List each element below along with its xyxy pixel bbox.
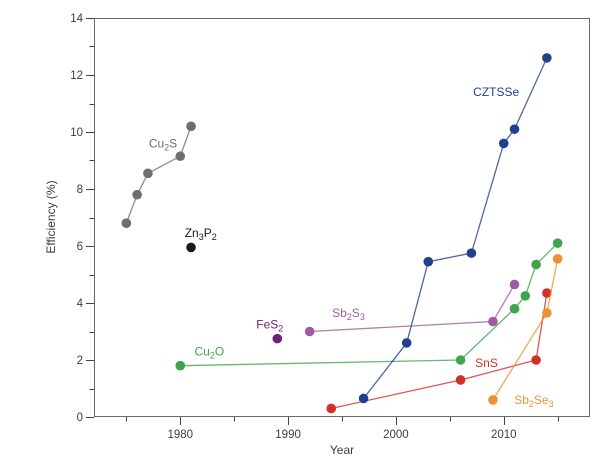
- data-point: [509, 303, 520, 314]
- x-tick-label: 2000: [383, 429, 409, 441]
- data-point: [509, 279, 520, 290]
- series-line: [180, 242, 559, 367]
- data-point: [423, 256, 434, 267]
- data-point: [542, 288, 552, 298]
- data-point: [186, 121, 196, 132]
- x-tick-label: 1990: [275, 429, 301, 441]
- series-label-cu2o: Cu2O: [195, 344, 225, 360]
- y-tick-label: 6: [77, 241, 83, 253]
- data-point: [326, 403, 337, 414]
- data-point: [455, 355, 466, 365]
- y-tick-label: 4: [77, 298, 84, 310]
- y-tick-label: 2: [77, 355, 83, 367]
- data-point: [121, 218, 132, 228]
- series-label-cu2s: Cu2S: [149, 136, 177, 152]
- series-label-sb2se3: Sb2Se3: [514, 393, 553, 409]
- y-tick-label: 0: [77, 412, 83, 424]
- data-point: [509, 124, 520, 134]
- series-label-zn3p2: Zn3P2: [185, 226, 217, 242]
- y-axis-title: Efficiency (%): [44, 180, 58, 254]
- series-zn3p2: [186, 242, 196, 253]
- data-point: [531, 259, 541, 270]
- series-line: [363, 57, 548, 399]
- data-point: [542, 53, 552, 63]
- y-tick-label: 10: [70, 127, 83, 139]
- series-sns: [326, 288, 552, 414]
- data-point: [401, 338, 412, 348]
- series-cu2o: [175, 238, 563, 371]
- series-label-fes2: FeS2: [256, 317, 283, 333]
- x-tick-label: 2010: [491, 429, 517, 441]
- data-point: [143, 168, 153, 179]
- series-label-sb2s3: Sb2S3: [332, 306, 365, 322]
- series-label-sns: SnS: [475, 356, 498, 370]
- y-tick-label: 14: [70, 13, 83, 25]
- series-line: [492, 258, 559, 401]
- data-point: [175, 151, 186, 162]
- data-point: [455, 375, 466, 385]
- data-point: [498, 138, 509, 149]
- series-fes2: [272, 333, 283, 344]
- y-tick-label: 8: [77, 184, 83, 196]
- data-point: [304, 326, 315, 337]
- plot-frame: [94, 18, 590, 417]
- data-point: [132, 189, 142, 200]
- data-point: [358, 393, 369, 404]
- data-point: [175, 360, 186, 371]
- series-line: [331, 292, 548, 410]
- data-point: [552, 238, 563, 248]
- data-point: [466, 248, 477, 258]
- series-cu2s: [121, 121, 196, 228]
- series-sb2s3: [304, 279, 520, 337]
- series-cztsse: [358, 53, 552, 404]
- data-point: [542, 308, 552, 318]
- series-sb2se3: [488, 254, 563, 405]
- data-point: [552, 254, 563, 264]
- data-point: [520, 291, 531, 301]
- x-tick-label: 1980: [167, 429, 193, 441]
- data-point: [186, 242, 196, 253]
- series-label-cztsse: CZTSSe: [473, 85, 519, 99]
- y-tick-label: 12: [70, 70, 83, 82]
- data-point: [531, 355, 541, 365]
- x-axis-title: Year: [329, 443, 355, 457]
- data-point: [272, 333, 283, 344]
- data-point: [488, 316, 498, 327]
- data-point: [488, 395, 498, 405]
